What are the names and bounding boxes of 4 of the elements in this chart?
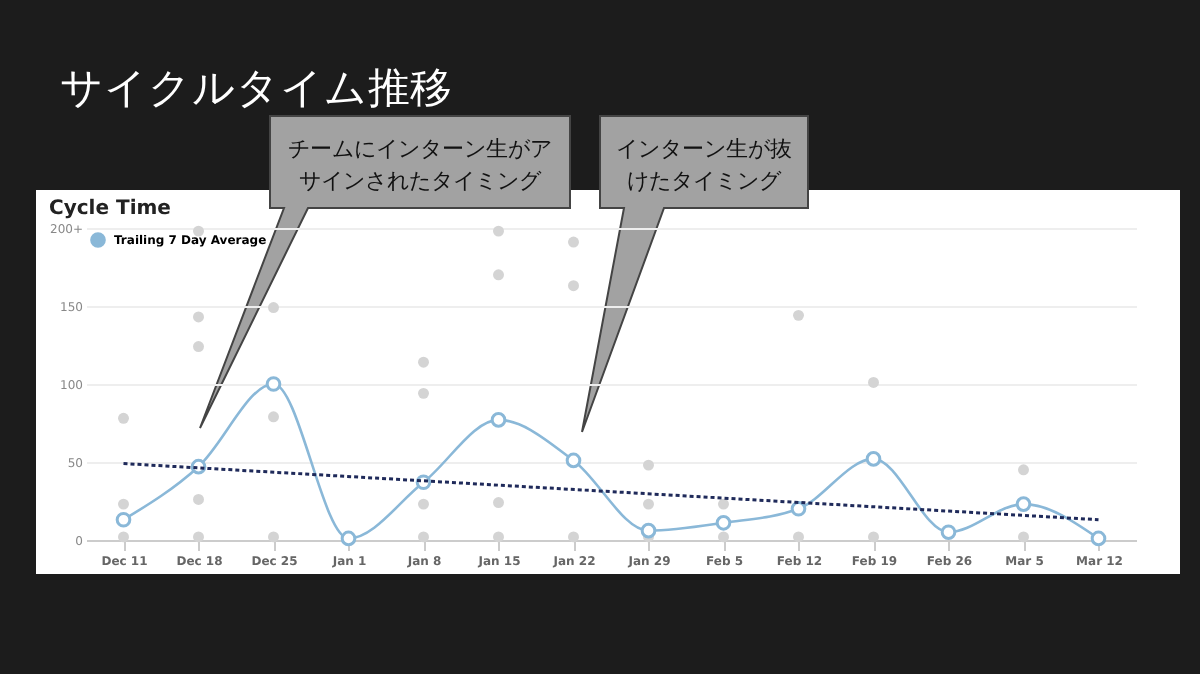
chart-title: サイクルタイム推移 xyxy=(60,62,452,116)
text: インターン生が抜けたタイミング xyxy=(616,136,792,194)
chart-subtitle: Cycle Time xyxy=(49,198,172,220)
speech-bubble: インターン生が抜けたタイミング xyxy=(581,115,809,433)
